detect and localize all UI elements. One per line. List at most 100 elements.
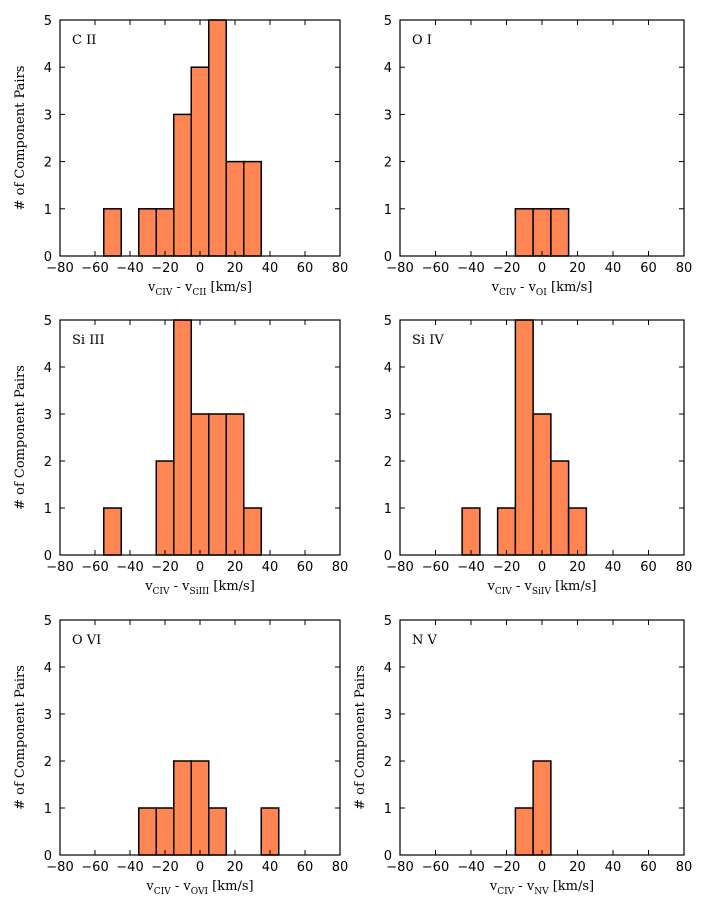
panel-ion-label: N V — [412, 633, 438, 648]
y-tick-label: 5 — [44, 14, 52, 29]
histogram-bar-2 — [532, 208, 552, 257]
y-tick-label: 3 — [44, 108, 52, 123]
histogram-bar-1 — [514, 208, 534, 257]
histogram-bar-2 — [155, 460, 175, 556]
x-tick-label: −40 — [457, 860, 484, 875]
histogram-bar-1 — [514, 807, 534, 856]
y-tick-label: 5 — [384, 314, 392, 329]
x-tick-label: −80 — [46, 860, 73, 875]
y-tick-label: 3 — [44, 408, 52, 423]
histogram-bar-6 — [567, 507, 588, 556]
x-tick-label: 0 — [196, 560, 204, 575]
histogram-bar-3 — [173, 760, 192, 856]
x-tick-label: 80 — [676, 261, 693, 276]
panel-6: −80 −60 −40 −20 0 20 40 60 80 0 1 2 3 4 5 N V # of Compo… — [353, 614, 692, 897]
panel-5: −80 −60 −40 −20 0 20 40 60 80 0 1 2 3 4 5 O VI # of Comp… — [13, 614, 348, 897]
x-tick-label: 40 — [605, 261, 622, 276]
x-axis-label: vCIV - vOI [km/s] — [491, 280, 593, 298]
x-tick-label: 20 — [227, 261, 244, 276]
x-tick-label: 60 — [640, 860, 657, 875]
x-tick-label: 40 — [605, 560, 622, 575]
x-tick-label: −80 — [386, 261, 413, 276]
panel-4: −80 −60 −40 −20 0 20 40 60 80 0 1 2 3 4 5 Si IV vCIV - v… — [384, 314, 693, 597]
x-tick-label: 0 — [538, 860, 546, 875]
x-tick-label: −80 — [46, 261, 73, 276]
y-tick-label: 0 — [384, 849, 392, 864]
x-tick-label: −40 — [116, 261, 143, 276]
panel-2: −80 −60 −40 −20 0 20 40 60 80 0 1 2 3 4 5 O I vCIV - vOI… — [384, 14, 693, 298]
panel-ion-label: Si IV — [412, 333, 444, 348]
histogram-bar-6 — [260, 807, 280, 856]
histogram-bar-3 — [173, 319, 192, 556]
y-tick-label: 2 — [384, 455, 392, 470]
y-tick-label: 3 — [384, 408, 392, 423]
x-tick-label: −40 — [457, 261, 484, 276]
y-tick-label: 5 — [44, 314, 52, 329]
y-tick-label: 3 — [44, 708, 52, 723]
panel-3: −80 −60 −40 −20 0 20 40 60 80 0 1 2 3 4 5 Si III # of Co… — [13, 314, 348, 597]
histogram-bar-8 — [243, 160, 262, 257]
y-tick-label: 2 — [44, 156, 52, 171]
y-tick-label: 1 — [44, 802, 52, 817]
x-tick-label: −20 — [151, 860, 178, 875]
y-tick-label: 2 — [384, 156, 392, 171]
x-tick-label: 40 — [262, 860, 279, 875]
y-tick-label: 0 — [44, 849, 52, 864]
x-tick-label: 60 — [297, 860, 314, 875]
x-tick-label: 80 — [332, 261, 349, 276]
histogram-bar-7 — [243, 507, 262, 556]
histogram-bar-6 — [208, 19, 227, 257]
y-axis-label: # of Component Pairs — [13, 66, 28, 211]
x-tick-label: −60 — [81, 261, 108, 276]
y-tick-label: 2 — [384, 755, 392, 770]
x-tick-label: 80 — [676, 560, 693, 575]
x-tick-label: −80 — [46, 560, 73, 575]
x-tick-label: −40 — [116, 560, 143, 575]
x-tick-label: −80 — [386, 860, 413, 875]
x-tick-label: 40 — [262, 261, 279, 276]
histogram-bar-4 — [190, 413, 210, 556]
histogram-bar-2 — [138, 208, 157, 257]
x-tick-label: 20 — [569, 560, 586, 575]
y-tick-label: 5 — [384, 14, 392, 29]
histogram-bar-3 — [550, 208, 570, 257]
x-tick-label: 0 — [538, 560, 546, 575]
y-tick-label: 3 — [384, 108, 392, 123]
histogram-bar-2 — [155, 807, 175, 856]
x-tick-label: −80 — [386, 560, 413, 575]
x-axis-label: vCIV - vCII [km/s] — [147, 280, 252, 298]
x-tick-label: 60 — [640, 261, 657, 276]
x-tick-label: 60 — [297, 560, 314, 575]
histogram-bar-5 — [208, 807, 227, 856]
panel-ion-label: O VI — [72, 633, 101, 648]
histogram-bar-4 — [190, 760, 210, 856]
x-tick-label: 20 — [569, 860, 586, 875]
y-axis-label: # of Component Pairs — [13, 665, 28, 810]
panel-1: −80 −60 −40 −20 0 20 40 60 80 0 1 2 3 4 5 C II # of Comp… — [13, 14, 348, 298]
x-tick-label: −20 — [151, 261, 178, 276]
y-axis-label: # of Component Pairs — [13, 365, 28, 510]
histogram-bar-5 — [208, 413, 227, 556]
y-tick-label: 2 — [44, 755, 52, 770]
histogram-bar-1 — [461, 507, 481, 556]
histogram-bar-1 — [103, 507, 122, 556]
x-tick-label: −60 — [81, 860, 108, 875]
y-tick-label: 5 — [384, 614, 392, 629]
y-tick-label: 0 — [384, 250, 392, 265]
histogram-bar-1 — [103, 208, 122, 257]
y-tick-label: 5 — [44, 614, 52, 629]
histogram-bar-3 — [514, 319, 534, 556]
x-tick-label: −60 — [422, 860, 449, 875]
y-tick-label: 4 — [384, 661, 392, 676]
y-tick-label: 4 — [384, 361, 392, 376]
x-tick-label: −60 — [422, 261, 449, 276]
x-tick-label: 80 — [676, 860, 693, 875]
histogram-bar-1 — [138, 807, 157, 856]
y-tick-label: 4 — [44, 361, 52, 376]
x-axis-label: vCIV - vSiIII [km/s] — [144, 579, 255, 597]
y-axis-label: # of Component Pairs — [353, 665, 368, 810]
x-tick-label: −40 — [457, 560, 484, 575]
x-tick-label: 80 — [332, 860, 349, 875]
y-tick-label: 4 — [44, 661, 52, 676]
